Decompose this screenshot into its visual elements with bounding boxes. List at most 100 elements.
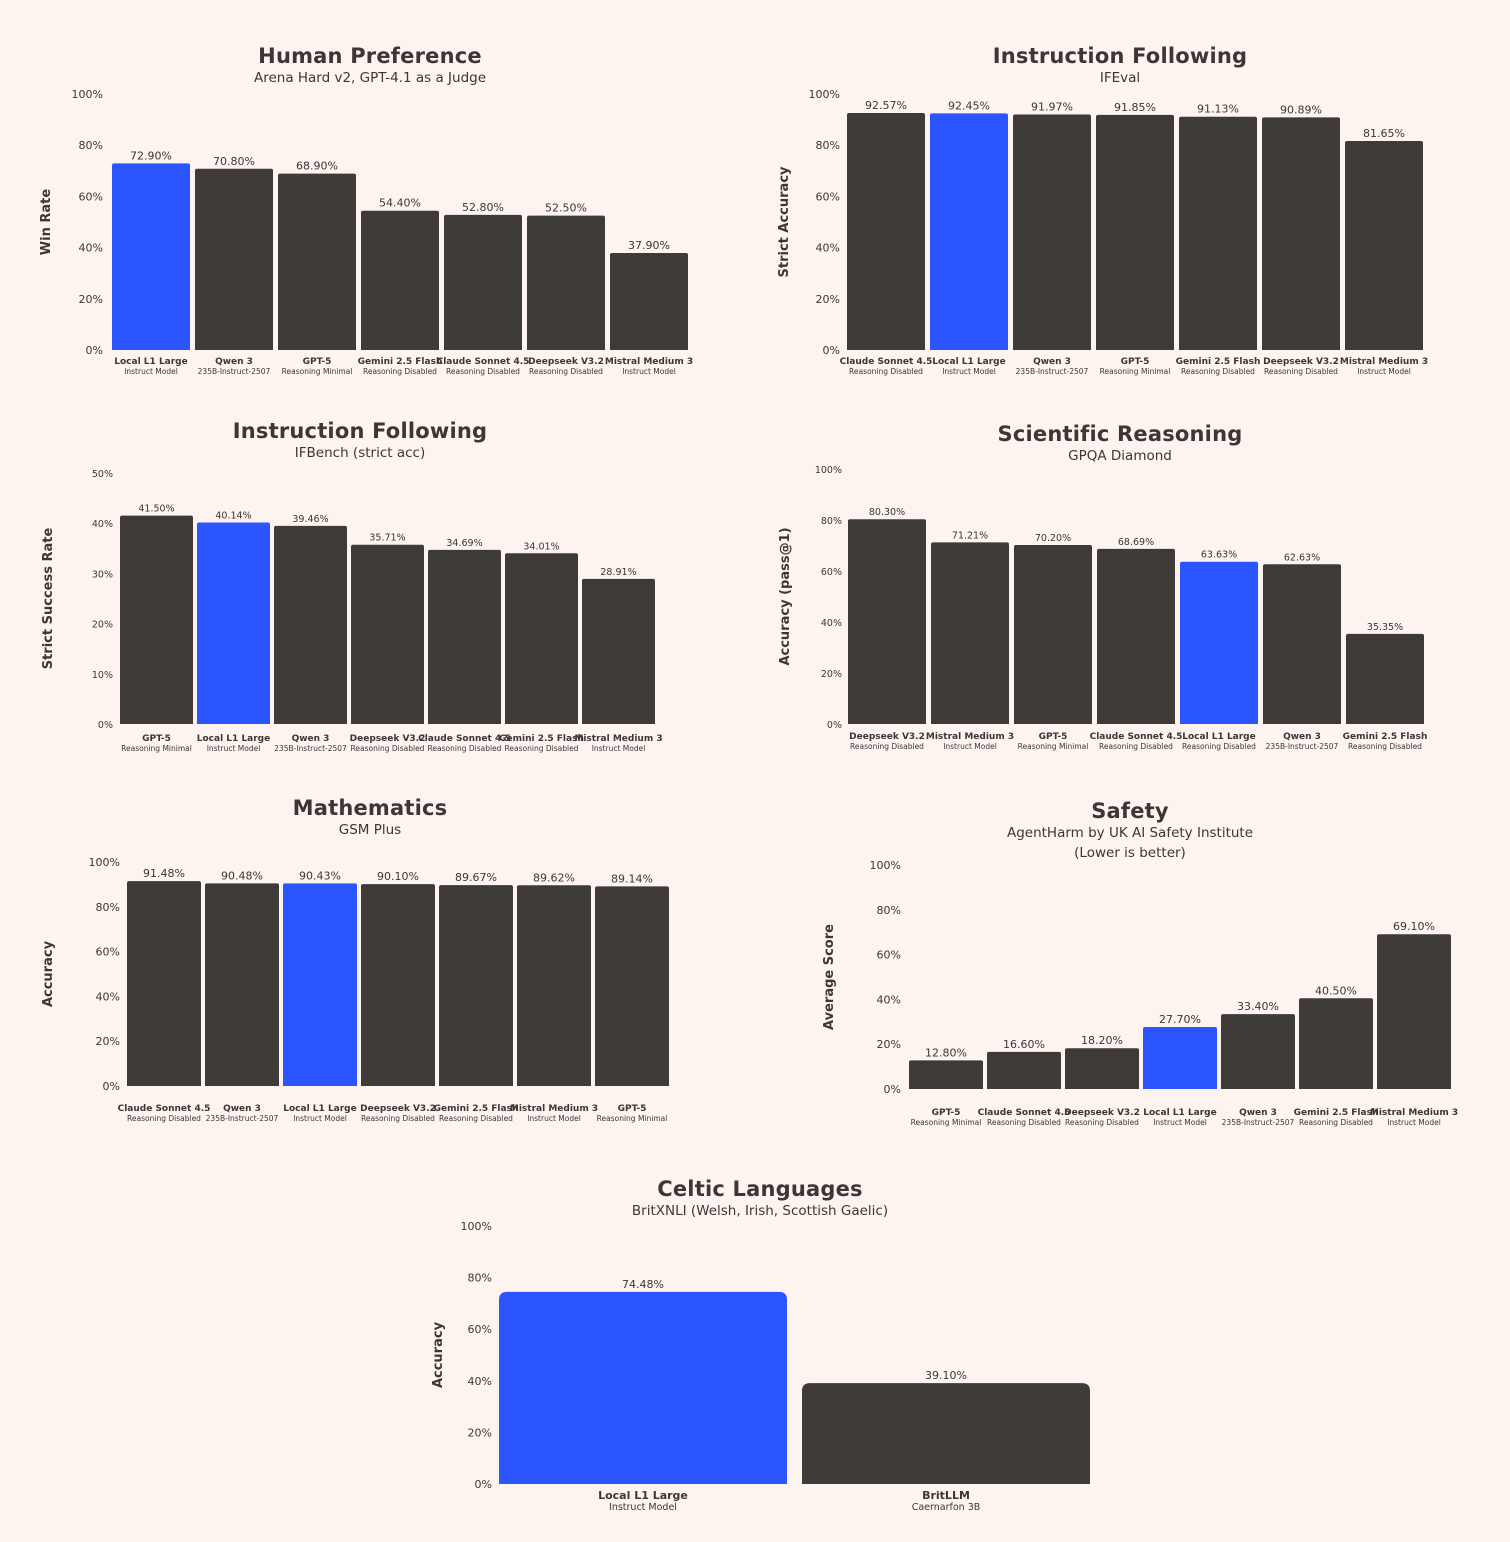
bar bbox=[1097, 548, 1175, 724]
x-category-label: Gemini 2.5 Flash bbox=[1294, 1108, 1379, 1118]
bar bbox=[802, 1383, 1090, 1484]
x-category-label: Deepseek V3.2 bbox=[1064, 1108, 1140, 1118]
chart-subtitle-note: (Lower is better) bbox=[1074, 845, 1186, 861]
y-axis-label: Accuracy bbox=[431, 1321, 446, 1388]
bar bbox=[517, 885, 591, 1086]
bar-highlighted bbox=[197, 522, 270, 724]
x-category-label: Mistral Medium 3 bbox=[510, 1104, 598, 1114]
x-category-sublabel: Reasoning Minimal bbox=[121, 744, 192, 753]
bar-value-label: 12.80% bbox=[925, 1046, 967, 1059]
x-category-label: Gemini 2.5 Flash bbox=[358, 357, 443, 367]
bar-value-label: 69.10% bbox=[1393, 920, 1435, 933]
bar bbox=[278, 173, 356, 350]
y-axis-label: Win Rate bbox=[39, 189, 54, 256]
bar bbox=[1346, 633, 1424, 724]
y-tick-label: 10% bbox=[92, 670, 113, 681]
chart-plot-area: 0% 10% 20% 30% 40% 50% Strict Success Rate 41.5… bbox=[41, 469, 663, 753]
bar-value-label: 54.40% bbox=[379, 197, 421, 210]
x-category-sublabel: 235B-Instruct-2507 bbox=[198, 367, 271, 376]
x-category-sublabel: Reasoning Disabled bbox=[1264, 367, 1338, 376]
y-axis-label: Strict Success Rate bbox=[41, 528, 56, 670]
bar-highlighted bbox=[1143, 1026, 1217, 1089]
y-tick-label: 80% bbox=[877, 904, 901, 917]
chart-plot-area: 0% 20% 40% 60% 80% 100% Average Score 12.80% GPT… bbox=[822, 859, 1458, 1127]
y-tick-label: 100% bbox=[870, 859, 901, 872]
bar-value-label: 27.70% bbox=[1159, 1013, 1201, 1026]
y-tick-label: 20% bbox=[92, 620, 113, 631]
y-tick-label: 30% bbox=[92, 569, 113, 580]
x-category-sublabel: 235B-Instruct-2507 bbox=[1222, 1118, 1295, 1127]
chart-title: Human Preference bbox=[258, 44, 482, 68]
bar-value-label: 37.90% bbox=[628, 239, 670, 252]
y-tick-label: 20% bbox=[877, 1038, 901, 1051]
y-tick-label: 0% bbox=[884, 1083, 901, 1096]
x-category-sublabel: Reasoning Disabled bbox=[127, 1114, 201, 1123]
bar-value-label: 91.48% bbox=[143, 867, 185, 880]
x-category-sublabel: Instruct Model bbox=[609, 1502, 677, 1513]
x-category-label: Qwen 3 bbox=[292, 734, 330, 744]
x-category-label: Deepseek V3.2 bbox=[849, 732, 925, 742]
bar-value-label: 34.01% bbox=[523, 541, 559, 552]
x-category-sublabel: Reasoning Disabled bbox=[1348, 742, 1422, 751]
bar-value-label: 52.50% bbox=[545, 202, 587, 215]
bar-value-label: 68.90% bbox=[296, 160, 338, 173]
bar bbox=[1065, 1048, 1139, 1089]
x-category-label: Local L1 Large bbox=[283, 1104, 356, 1114]
x-category-sublabel: Reasoning Disabled bbox=[1099, 742, 1173, 751]
y-tick-label: 80% bbox=[816, 139, 840, 152]
x-category-sublabel: Instruct Model bbox=[592, 744, 646, 753]
bar-value-label: 33.40% bbox=[1237, 1000, 1279, 1013]
chart-subtitle: IFEval bbox=[1099, 70, 1141, 86]
bar-value-label: 92.45% bbox=[948, 99, 990, 112]
bar-value-label: 16.60% bbox=[1003, 1038, 1045, 1051]
chart-instruction-following-ifbench: Instruction Following IFBench (strict ac… bbox=[20, 415, 700, 765]
y-tick-label: 40% bbox=[821, 618, 842, 629]
bar bbox=[127, 881, 201, 1086]
y-tick-label: 60% bbox=[821, 567, 842, 578]
x-category-sublabel: Instruct Model bbox=[622, 367, 676, 376]
y-tick-label: 60% bbox=[816, 190, 840, 203]
chart-plot-area: 0% 20% 40% 60% 80% 100% Win Rate 72.90% Local L1… bbox=[39, 88, 693, 376]
y-tick-label: 40% bbox=[816, 242, 840, 255]
x-category-sublabel: Instruct Model bbox=[527, 1114, 581, 1123]
x-category-sublabel: Instruct Model bbox=[124, 367, 178, 376]
bar bbox=[610, 252, 688, 350]
chart-subtitle: GPQA Diamond bbox=[1068, 448, 1172, 464]
x-category-sublabel: Reasoning Minimal bbox=[282, 367, 353, 376]
bar-value-label: 62.63% bbox=[1284, 552, 1320, 563]
x-category-label: BritLLM bbox=[922, 1489, 970, 1502]
bar bbox=[1262, 117, 1340, 351]
x-category-label: GPT-5 bbox=[1121, 357, 1150, 367]
x-category-label: Deepseek V3.2 bbox=[350, 734, 426, 744]
y-tick-label: 40% bbox=[877, 993, 901, 1006]
x-category-label: Claude Sonnet 4.5 bbox=[978, 1108, 1071, 1118]
y-axis-label: Accuracy bbox=[41, 940, 56, 1007]
x-category-label: Local L1 Large bbox=[1143, 1108, 1216, 1118]
x-category-label: Mistral Medium 3 bbox=[605, 357, 693, 367]
bar bbox=[361, 884, 435, 1086]
bar-highlighted bbox=[499, 1291, 787, 1484]
bar-value-label: 90.10% bbox=[377, 870, 419, 883]
bar bbox=[505, 553, 578, 724]
y-tick-label: 20% bbox=[79, 293, 103, 306]
bar-value-label: 90.89% bbox=[1280, 103, 1322, 116]
x-category-sublabel: Instruct Model bbox=[293, 1114, 347, 1123]
y-tick-label: 0% bbox=[823, 344, 840, 357]
y-tick-label: 100% bbox=[815, 465, 842, 476]
chart-human-preference: Human Preference Arena Hard v2, GPT-4.1 … bbox=[20, 40, 720, 385]
bar-value-label: 89.14% bbox=[611, 872, 653, 885]
x-category-sublabel: 235B-Instruct-2507 bbox=[206, 1114, 279, 1123]
bar bbox=[1221, 1014, 1295, 1089]
x-category-label: Deepseek V3.2 bbox=[360, 1104, 436, 1114]
chart-subtitle: BritXNLI (Welsh, Irish, Scottish Gaelic) bbox=[631, 1203, 889, 1219]
y-tick-label: 40% bbox=[96, 990, 120, 1003]
chart-celtic-languages: Celtic Languages BritXNLI (Welsh, Irish,… bbox=[420, 1173, 1100, 1518]
x-category-label: Deepseek V3.2 bbox=[528, 357, 604, 367]
bar bbox=[1345, 140, 1423, 350]
bar-value-label: 72.90% bbox=[130, 149, 172, 162]
x-category-label: Mistral Medium 3 bbox=[1370, 1108, 1458, 1118]
x-category-label: GPT-5 bbox=[142, 734, 171, 744]
x-category-sublabel: 235B-Instruct-2507 bbox=[1266, 742, 1339, 751]
bar-highlighted bbox=[930, 113, 1008, 350]
bar-value-label: 41.50% bbox=[138, 504, 174, 515]
